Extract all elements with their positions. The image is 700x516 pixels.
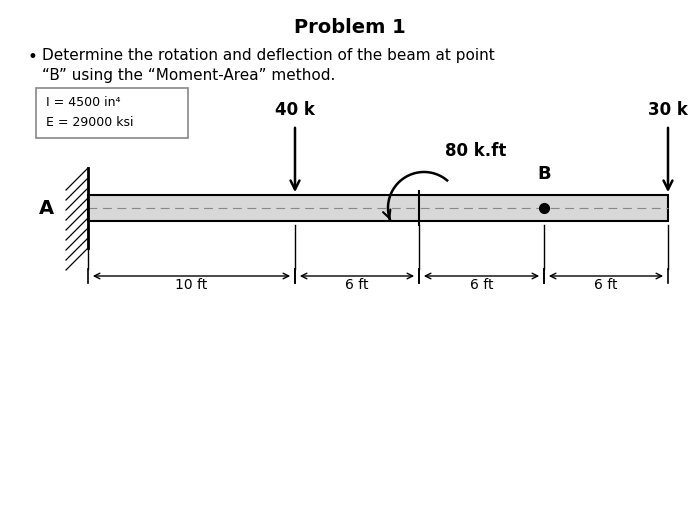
Text: 80 k.ft: 80 k.ft [444, 142, 506, 160]
Text: 6 ft: 6 ft [470, 278, 494, 292]
Text: 10 ft: 10 ft [176, 278, 208, 292]
Text: 6 ft: 6 ft [345, 278, 369, 292]
Bar [88, 195, 668, 221]
Text: 40 k: 40 k [275, 101, 315, 119]
Text: 6 ft: 6 ft [594, 278, 617, 292]
Text: Determine the rotation and deflection of the beam at point: Determine the rotation and deflection of… [42, 48, 495, 63]
Text: A: A [38, 199, 54, 218]
Text: 30 k: 30 k [648, 101, 688, 119]
Text: Problem 1: Problem 1 [294, 18, 406, 37]
Text: “B” using the “Moment-Area” method.: “B” using the “Moment-Area” method. [42, 68, 335, 83]
Text: I = 4500 in⁴: I = 4500 in⁴ [46, 96, 120, 109]
Text: B: B [537, 165, 551, 183]
Text: •: • [28, 48, 38, 66]
Text: E = 29000 ksi: E = 29000 ksi [46, 116, 134, 129]
FancyBboxPatch shape [36, 88, 188, 138]
